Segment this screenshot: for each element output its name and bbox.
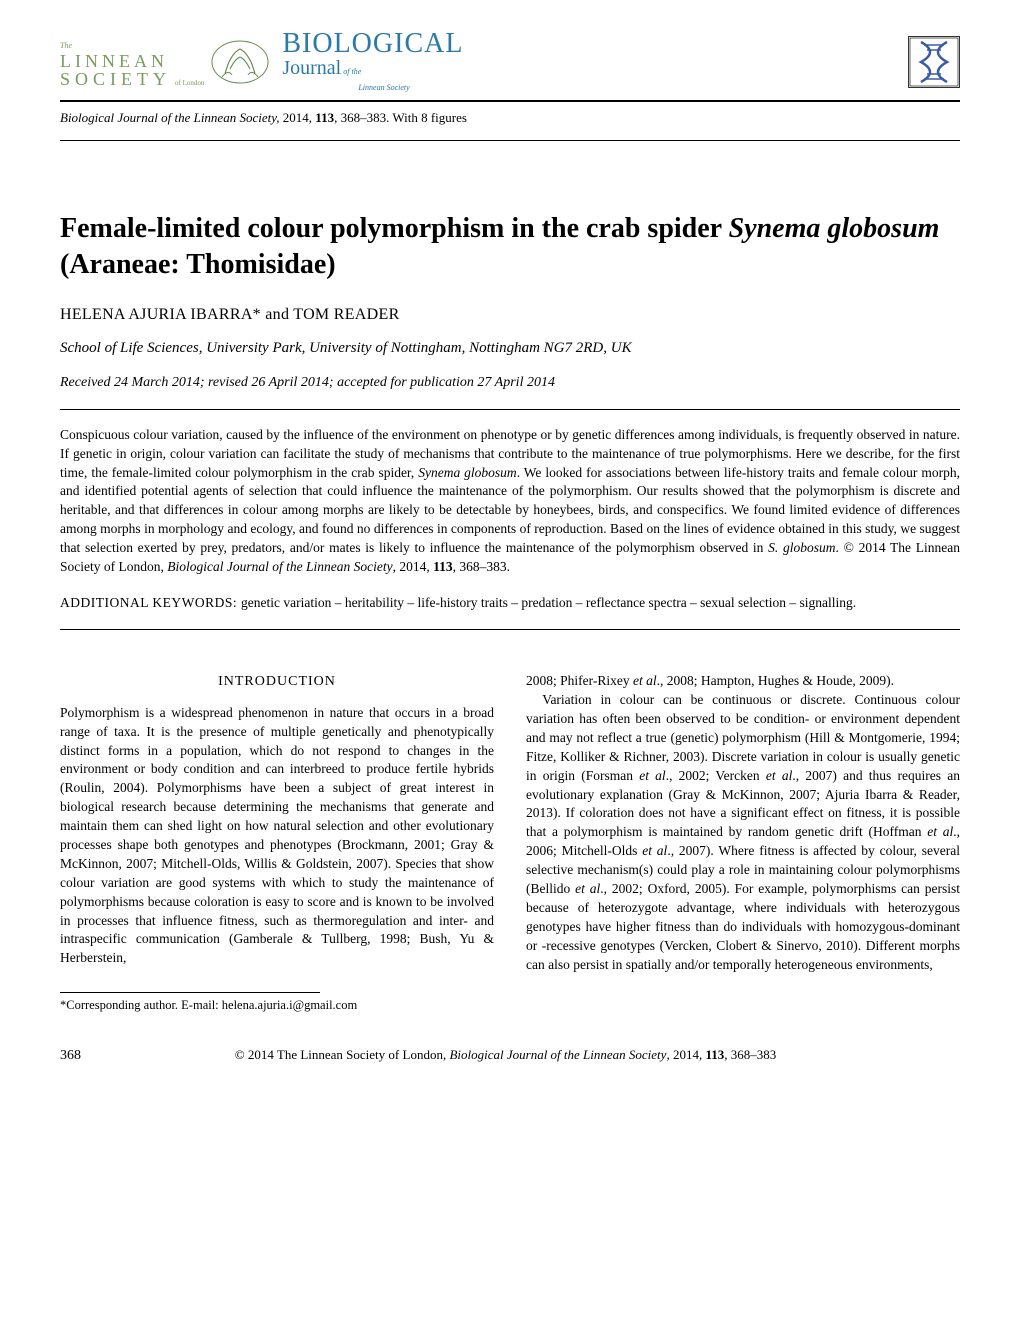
cite-pages: 368–383 bbox=[341, 110, 387, 125]
page-number: 368 bbox=[60, 1048, 81, 1064]
dna-icon bbox=[908, 36, 960, 88]
abs-pages: , 368–383. bbox=[453, 559, 510, 574]
column-left: INTRODUCTION Polymorphism is a widesprea… bbox=[60, 672, 494, 1015]
journal-linnean-society: Linnean Society bbox=[358, 83, 409, 92]
linnean-text: The LINNEAN SOCIETY of London bbox=[60, 36, 204, 89]
footer-pages: , 368–383 bbox=[724, 1047, 776, 1062]
journal-title-block: BIOLOGICAL Journal of the Linnean Society bbox=[282, 30, 463, 94]
col2-para2: Variation in colour can be continuous or… bbox=[526, 691, 960, 974]
linnean-name: LINNEAN bbox=[60, 52, 204, 70]
society-emblem-icon bbox=[210, 39, 270, 85]
abs-vol: 113 bbox=[433, 559, 453, 574]
cite-volume: 113 bbox=[315, 110, 334, 125]
body-columns: INTRODUCTION Polymorphism is a widesprea… bbox=[60, 672, 960, 1015]
introduction-heading: INTRODUCTION bbox=[60, 672, 494, 692]
cite-year: 2014 bbox=[283, 110, 309, 125]
cite-figures: With 8 figures bbox=[392, 110, 467, 125]
page: The LINNEAN SOCIETY of London BIOLOGICAL… bbox=[0, 0, 1020, 1104]
keywords: ADDITIONAL KEYWORDS: genetic variation –… bbox=[60, 593, 960, 613]
footer-copyright: © 2014 The Linnean Society of London, bbox=[235, 1047, 450, 1062]
abs-species2: S. globosum bbox=[768, 540, 835, 555]
abstract-text: Conspicuous colour variation, caused by … bbox=[60, 426, 960, 577]
rule-above-abstract bbox=[60, 409, 960, 410]
journal-biological: BIOLOGICAL bbox=[282, 30, 463, 58]
footer-journal: Biological Journal of the Linnean Societ… bbox=[449, 1047, 666, 1062]
linnean-oflondon: of London bbox=[175, 79, 204, 87]
keywords-list: genetic variation – heritability – life-… bbox=[241, 595, 856, 610]
page-footer: 368 © 2014 The Linnean Society of London… bbox=[60, 1047, 960, 1064]
linnean-logo: The LINNEAN SOCIETY of London bbox=[60, 36, 270, 89]
corresponding-author-footnote: *Corresponding author. E-mail: helena.aj… bbox=[60, 997, 494, 1015]
column-right: 2008; Phifer-Rixey et al., 2008; Hampton… bbox=[526, 672, 960, 1015]
title-species: Synema globosum bbox=[729, 213, 940, 244]
footnote-rule bbox=[60, 992, 320, 993]
footer-year: , 2014, bbox=[666, 1047, 705, 1062]
keywords-label: ADDITIONAL KEYWORDS: bbox=[60, 595, 241, 610]
article-title: Female-limited colour polymorphism in th… bbox=[60, 211, 960, 284]
col2-para1: 2008; Phifer-Rixey et al., 2008; Hampton… bbox=[526, 672, 960, 691]
abstract-block: Conspicuous colour variation, caused by … bbox=[60, 426, 960, 613]
header-left: The LINNEAN SOCIETY of London BIOLOGICAL… bbox=[60, 30, 463, 94]
journal-word: Journal bbox=[282, 57, 341, 79]
linnean-society: SOCIETY bbox=[60, 69, 171, 89]
abs-species1: Synema globosum bbox=[418, 465, 516, 480]
rule-below-abstract bbox=[60, 629, 960, 630]
title-part2: (Araneae: Thomisidae) bbox=[60, 249, 336, 280]
authors: HELENA AJURIA IBARRA* and TOM READER bbox=[60, 306, 960, 324]
title-part1: Female-limited colour polymorphism in th… bbox=[60, 213, 729, 244]
cite-journal: Biological Journal of the Linnean Societ… bbox=[60, 110, 276, 125]
journal-ofthe: of the bbox=[341, 67, 361, 76]
affiliation: School of Life Sciences, University Park… bbox=[60, 340, 960, 357]
citation-line: Biological Journal of the Linnean Societ… bbox=[60, 110, 960, 126]
abs-end: , 2014, bbox=[393, 559, 434, 574]
footer-volume: 113 bbox=[705, 1047, 724, 1062]
abs-journal: Biological Journal of the Linnean Societ… bbox=[167, 559, 392, 574]
rule-top bbox=[60, 140, 960, 141]
footer-citation: © 2014 The Linnean Society of London, Bi… bbox=[235, 1047, 777, 1063]
dates: Received 24 March 2014; revised 26 April… bbox=[60, 375, 960, 391]
linnean-the: The bbox=[60, 41, 72, 50]
col1-para1: Polymorphism is a widespread phenomenon … bbox=[60, 704, 494, 968]
title-block: Female-limited colour polymorphism in th… bbox=[60, 211, 960, 391]
journal-header: The LINNEAN SOCIETY of London BIOLOGICAL… bbox=[60, 30, 960, 102]
